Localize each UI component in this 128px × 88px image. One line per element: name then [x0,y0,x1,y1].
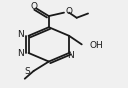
Text: O: O [31,2,38,11]
Text: S: S [25,67,30,76]
Text: N: N [17,49,23,58]
Text: OH: OH [89,41,103,50]
Text: N: N [17,30,23,39]
Text: N: N [67,51,74,60]
Text: O: O [66,7,73,16]
